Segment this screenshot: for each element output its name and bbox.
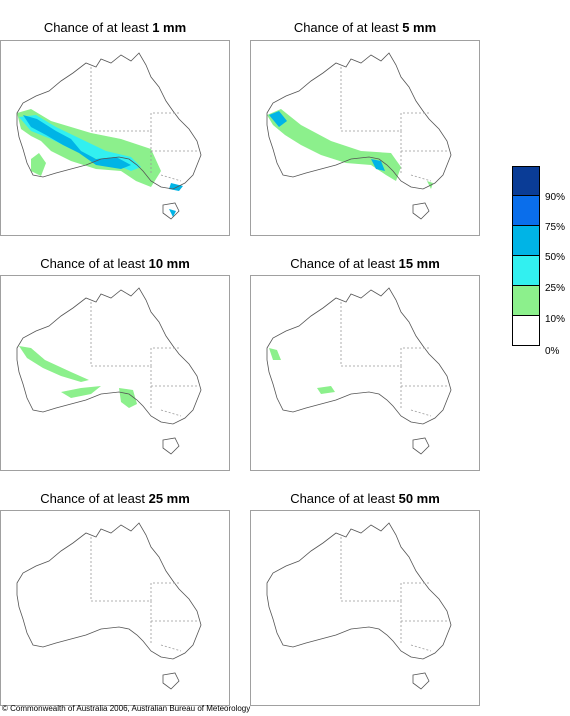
legend-swatch-0 — [512, 316, 540, 346]
title-prefix: Chance of at least — [40, 491, 149, 506]
australia-outline — [266, 287, 452, 455]
legend-swatch-75 — [512, 196, 540, 226]
map-panel-5mm — [250, 40, 480, 236]
title-amount: 15 mm — [398, 256, 440, 271]
australia-outline — [266, 522, 452, 690]
title-amount: 1 mm — [152, 20, 187, 35]
rain-overlay — [269, 348, 335, 394]
rain-overlay — [17, 109, 183, 217]
australia-outline — [266, 52, 452, 220]
title-amount: 10 mm — [148, 256, 190, 271]
map-panel-15mm — [250, 275, 480, 471]
rain-overlay — [267, 109, 433, 189]
panel-title-15mm: Chance of at least 15 mm — [250, 256, 480, 271]
legend-label-50: 50% — [545, 252, 566, 263]
copyright-notice: © Commonwealth of Australia 2006, Austra… — [2, 704, 251, 713]
probability-legend — [512, 166, 540, 346]
legend-label-25: 25% — [545, 283, 566, 294]
title-prefix: Chance of at least — [290, 256, 399, 271]
australia-outline — [16, 287, 202, 455]
map-panel-10mm — [0, 275, 230, 471]
title-prefix: Chance of at least — [40, 256, 149, 271]
panel-title-1mm: Chance of at least 1 mm — [0, 20, 230, 35]
title-prefix: Chance of at least — [290, 491, 399, 506]
title-prefix: Chance of at least — [43, 20, 153, 35]
map-panel-25mm — [0, 510, 230, 706]
australia-outline — [16, 52, 202, 220]
legend-label-0: 0% — [545, 346, 560, 357]
panel-title-50mm: Chance of at least 50 mm — [250, 491, 480, 506]
title-amount: 25 mm — [148, 491, 190, 506]
map-panel-50mm — [250, 510, 480, 706]
panel-title-25mm: Chance of at least 25 mm — [0, 491, 230, 506]
legend-label-90: 90% — [545, 192, 566, 203]
legend-label-75: 75% — [545, 222, 566, 233]
legend-swatch-25 — [512, 256, 540, 286]
title-amount: 5 mm — [402, 20, 437, 35]
title-prefix: Chance of at least — [293, 20, 403, 35]
legend-swatch-10 — [512, 286, 540, 316]
map-panel-1mm — [0, 40, 230, 236]
panel-title-10mm: Chance of at least 10 mm — [0, 256, 230, 271]
legend-swatch-90 — [512, 166, 540, 196]
rain-overlay — [19, 346, 137, 408]
panel-title-5mm: Chance of at least 5 mm — [250, 20, 480, 35]
legend-swatch-50 — [512, 226, 540, 256]
australia-outline — [16, 522, 202, 690]
legend-label-10: 10% — [545, 314, 566, 325]
title-amount: 50 mm — [398, 491, 440, 506]
